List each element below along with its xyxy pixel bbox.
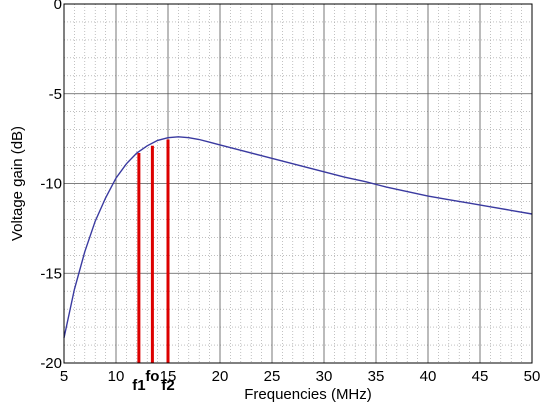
y-tick-label: -20 [40,355,62,372]
x-tick-label: 15 [160,368,177,385]
x-tick-label: 35 [368,368,385,385]
y-axis-label: Voltage gain (dB) [9,126,26,241]
x-tick-label: 25 [264,368,281,385]
plot-frame [63,3,533,364]
y-tick-label: -5 [49,86,62,103]
x-axis-label: Frequencies (MHz) [244,386,372,403]
gain-curve-line [63,136,533,339]
marker-label-fo: fo [145,368,159,385]
minor-grid [64,4,532,363]
x-tick-label: 10 [108,368,125,385]
marker-label-f1: f1 [132,377,145,394]
marker-label-f2: f2 [161,377,174,394]
y-tick-label: 0 [54,0,62,13]
x-tick-label: 30 [316,368,333,385]
series-group [63,136,533,339]
x-tick-label: 5 [60,368,68,385]
y-tick-label: -10 [40,176,62,193]
x-tick-label: 40 [420,368,437,385]
x-tick-label: 20 [212,368,229,385]
x-tick-labels: 5 10 15 20 25 30 35 40 45 50 [60,368,541,385]
x-tick-label: 50 [524,368,541,385]
y-tick-labels: 0 -5 -10 -15 -20 [40,0,62,372]
y-tick-label: -15 [40,265,62,282]
frequency-markers [137,139,170,363]
x-tick-label: 45 [472,368,489,385]
